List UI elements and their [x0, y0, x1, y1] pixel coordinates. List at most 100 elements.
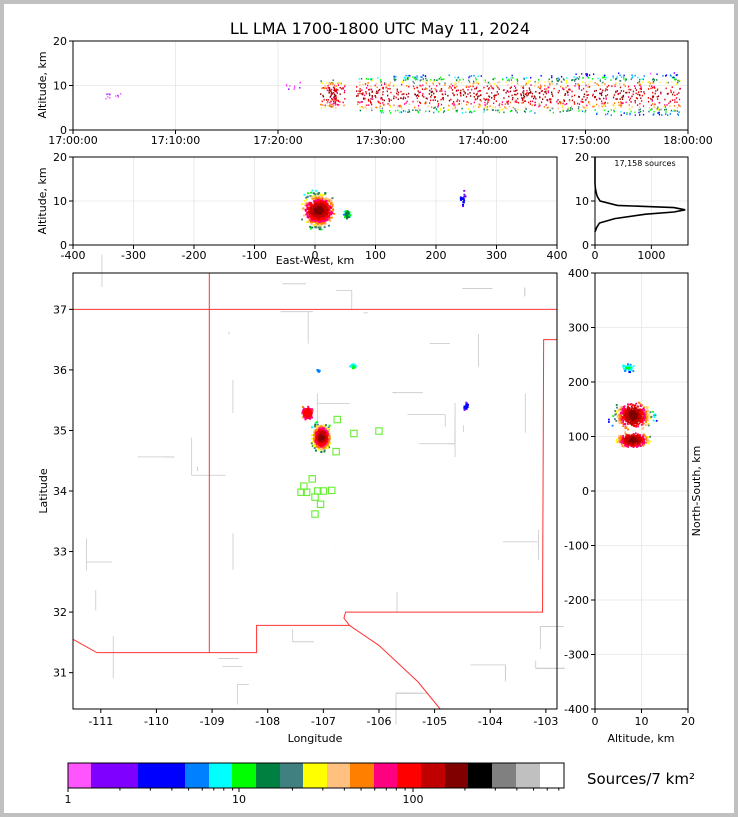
source-point: [309, 225, 312, 228]
source-point: [465, 111, 467, 114]
source-point: [647, 410, 650, 413]
source-point: [340, 82, 342, 85]
source-point: [309, 215, 312, 218]
source-point: [436, 90, 438, 93]
source-point: [455, 82, 457, 85]
source-point: [387, 94, 389, 97]
source-point: [566, 77, 568, 79]
source-point: [456, 109, 458, 112]
source-point: [638, 91, 640, 93]
source-point: [326, 206, 329, 209]
source-point: [539, 104, 541, 107]
source-point: [637, 414, 640, 417]
source-point: [567, 94, 569, 96]
source-point: [307, 411, 310, 414]
source-point: [440, 98, 442, 101]
source-point: [637, 434, 640, 437]
source-point: [389, 85, 391, 88]
source-point: [622, 76, 625, 79]
source-point: [327, 438, 330, 441]
source-point: [564, 103, 566, 106]
source-point: [549, 84, 551, 87]
source-point: [641, 81, 643, 83]
source-point: [328, 89, 330, 92]
source-point: [330, 90, 332, 92]
source-point: [483, 108, 485, 110]
source-point: [507, 100, 509, 103]
source-point: [664, 104, 666, 106]
source-point: [540, 90, 543, 93]
source-point: [632, 417, 635, 420]
source-point: [310, 408, 313, 411]
source-point: [463, 199, 466, 202]
source-point: [385, 86, 387, 89]
source-point: [405, 93, 408, 96]
source-point: [573, 76, 575, 78]
source-point: [674, 78, 676, 81]
source-point: [665, 81, 667, 84]
source-point: [623, 410, 626, 412]
source-point: [635, 89, 638, 91]
source-point: [641, 94, 644, 97]
source-point: [652, 82, 654, 84]
source-point: [560, 85, 562, 88]
source-point: [359, 81, 361, 84]
source-point: [549, 109, 551, 112]
source-point: [399, 104, 402, 107]
source-point: [628, 99, 631, 101]
source-point: [624, 432, 627, 435]
source-point: [641, 442, 644, 445]
source-point: [618, 104, 620, 107]
source-point: [392, 85, 395, 87]
source-point: [369, 78, 372, 80]
source-point: [573, 101, 575, 103]
source-point: [461, 203, 464, 206]
source-point: [664, 98, 666, 101]
source-point: [636, 423, 638, 426]
source-point: [620, 100, 622, 103]
source-point: [541, 90, 544, 92]
source-point: [586, 96, 588, 99]
source-point: [115, 95, 117, 97]
source-point: [601, 91, 603, 94]
source-point: [596, 83, 598, 85]
source-point: [631, 76, 633, 79]
source-point: [545, 88, 548, 90]
histogram-annotation: 17,158 sources: [614, 159, 675, 168]
source-point: [567, 91, 569, 94]
source-point: [622, 425, 625, 428]
source-point: [573, 103, 576, 105]
source-point: [435, 108, 438, 110]
source-point: [631, 74, 633, 77]
source-point: [472, 106, 475, 108]
source-point: [625, 414, 628, 417]
source-point: [313, 446, 316, 449]
source-point: [455, 110, 457, 112]
source-point: [324, 84, 326, 87]
source-point: [626, 365, 629, 368]
source-point: [327, 84, 329, 87]
source-point: [672, 110, 674, 113]
source-point: [317, 201, 320, 204]
source-point: [319, 205, 322, 208]
source-point: [305, 196, 308, 199]
source-point: [309, 209, 312, 212]
source-point: [607, 110, 609, 113]
source-point: [559, 101, 561, 103]
source-point: [312, 195, 315, 198]
source-point: [330, 100, 332, 103]
source-point: [666, 93, 669, 95]
x-tick-label: 17:00:00: [48, 134, 97, 147]
source-point: [616, 441, 619, 443]
source-point: [326, 442, 329, 445]
source-point: [326, 218, 329, 221]
source-point: [636, 440, 639, 442]
source-point: [653, 85, 655, 88]
source-point: [593, 105, 595, 108]
source-point: [437, 103, 440, 105]
source-point: [529, 91, 532, 94]
source-point: [365, 77, 368, 80]
source-point: [588, 74, 591, 76]
source-point: [433, 92, 435, 95]
source-point: [654, 414, 657, 417]
